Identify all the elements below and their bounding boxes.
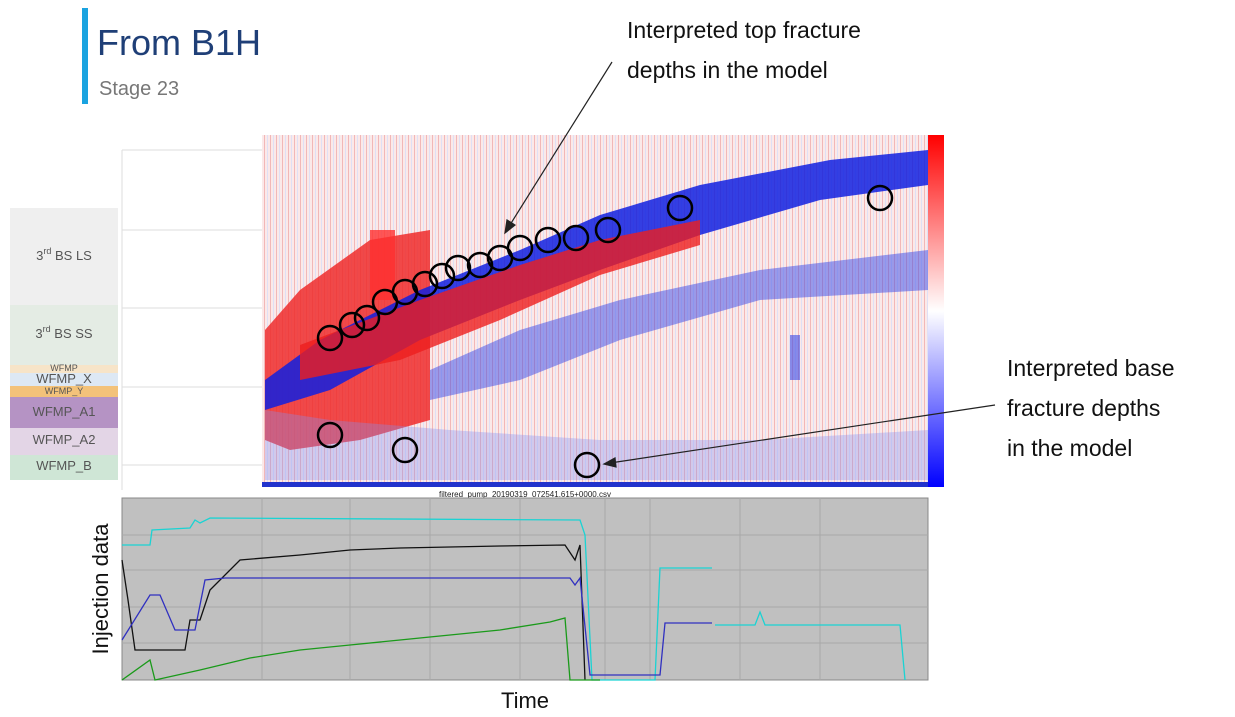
annotation-line: fracture depths <box>1007 395 1160 421</box>
layer-label-part: rd <box>43 324 51 334</box>
layer-label-part: WFMP_B <box>36 458 92 473</box>
annotation-line: Interpreted base <box>1007 355 1175 381</box>
annotation-line: Interpreted top fracture <box>627 17 861 43</box>
layer-label-part: rd <box>43 246 51 256</box>
subtitle: Stage 23 <box>99 78 179 100</box>
injection-chart <box>121 497 929 681</box>
layer-label: WFMP_A2 <box>33 432 96 447</box>
title: From B1H <box>97 22 261 63</box>
layer-label: 3rd BS LS <box>36 246 92 263</box>
layer-label-part: 3 <box>36 248 43 263</box>
x-axis-label: Time <box>501 688 549 713</box>
layer-label: WFMP_B <box>36 458 92 473</box>
layer-label-part: BS SS <box>51 326 93 341</box>
layer-label-part: 3 <box>35 326 42 341</box>
layer-column <box>10 208 118 480</box>
base-annotation: Interpreted base fracture depths in the … <box>1007 355 1181 461</box>
waterfall-plot <box>262 135 944 487</box>
accent-bar <box>82 8 88 104</box>
top-annotation: Interpreted top fracture depths in the m… <box>627 17 867 83</box>
layer-label: WFMP_Y <box>45 386 84 396</box>
interpretation-circles <box>316 184 894 479</box>
layer-label-part: WFMP_A2 <box>33 432 96 447</box>
layer-label-part: WFMP_X <box>36 371 92 386</box>
layer-label: WFMP_A1 <box>33 404 96 419</box>
annotation-line: depths in the model <box>627 57 828 83</box>
layer-label: WFMP_X <box>36 371 92 386</box>
layer-label-part: BS LS <box>51 248 92 263</box>
layer-label-part: WFMP_A1 <box>33 404 96 419</box>
layer-label: 3rd BS SS <box>35 324 92 341</box>
file-name: filtered_pump_20190319_072541.615+0000.c… <box>439 490 611 499</box>
annotation-arrows <box>504 61 996 468</box>
layer-label: WFMP <box>50 363 78 373</box>
layer-label-part: WFMP <box>50 363 78 373</box>
annotation-line: in the model <box>1007 435 1132 461</box>
y-axis-label: Injection data <box>88 523 113 655</box>
layer-label-part: WFMP_Y <box>45 386 84 396</box>
